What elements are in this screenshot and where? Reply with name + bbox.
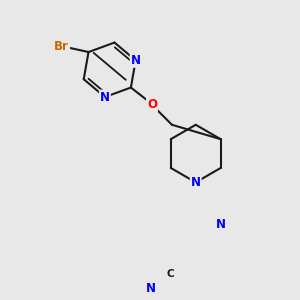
Text: N: N — [146, 282, 156, 295]
Text: O: O — [147, 98, 157, 111]
Text: N: N — [216, 218, 226, 231]
Text: Br: Br — [54, 40, 69, 53]
Text: N: N — [191, 176, 201, 189]
Text: N: N — [131, 54, 141, 67]
Text: C: C — [167, 269, 174, 279]
Text: N: N — [100, 91, 110, 103]
